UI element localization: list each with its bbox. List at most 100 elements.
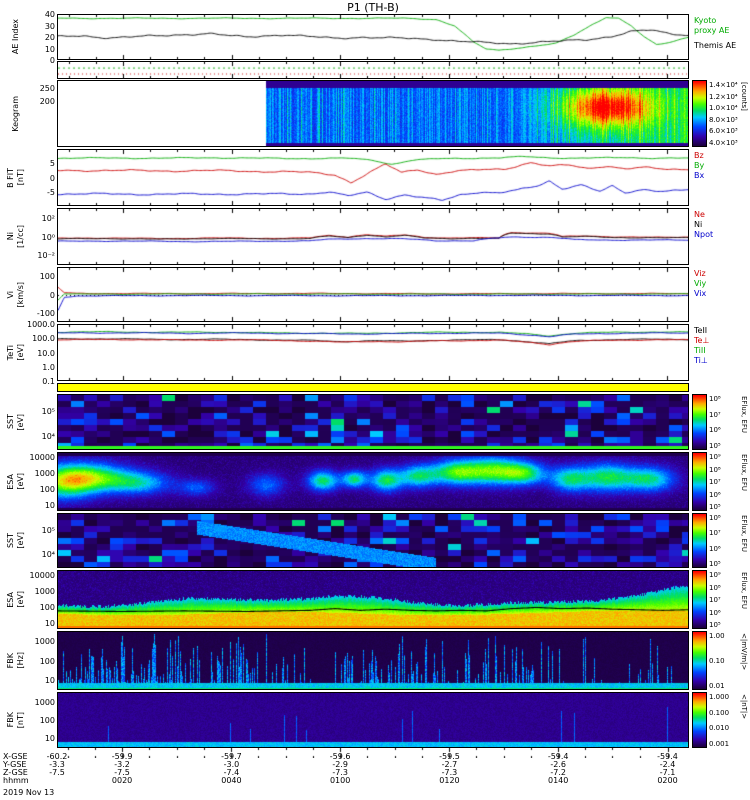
series-label: Ni xyxy=(694,220,703,229)
spectrogram-canvas xyxy=(58,395,688,449)
y-tick-label: 10⁰ xyxy=(41,232,55,242)
series-label: By xyxy=(694,161,705,170)
axis-value: 0140 xyxy=(547,776,569,785)
ylabel-line: AE Index xyxy=(11,19,20,55)
y-tick-label: 30 xyxy=(44,21,55,31)
y-tick-label: 100 xyxy=(39,272,55,282)
colorbar-tick-label: 0.010 xyxy=(709,724,730,733)
colorbar-tick-label: 10⁷ xyxy=(709,596,721,604)
ylabel-line: B FIT xyxy=(6,167,15,188)
spectrogram-canvas xyxy=(58,453,688,510)
colorbar xyxy=(692,80,707,147)
ylabel-line: TeTi xyxy=(6,344,15,361)
right-labels-ae: Kyoto proxy AE Themis AE xyxy=(694,16,749,51)
colorbar-unit-label: EFlux, EFU xyxy=(740,572,748,609)
colorbar xyxy=(692,452,707,511)
panel-ssti xyxy=(57,513,689,568)
axis-value: -59.5 xyxy=(439,752,460,761)
panel-ni xyxy=(57,208,689,265)
y-tick-label: 40 xyxy=(44,10,55,19)
y-tick-label: 250 xyxy=(39,84,55,94)
axis-value: -7.5 xyxy=(114,768,130,777)
series-label: Themis AE xyxy=(694,41,737,50)
colorbar-tick-label: 0.001 xyxy=(709,740,730,748)
series-label: Ne xyxy=(694,210,705,219)
y-tick-label: 100 xyxy=(39,602,55,612)
colorbar-tick-label: 10⁷ xyxy=(709,478,721,486)
colorbar xyxy=(692,394,707,450)
colorbar-tick-label: 10⁸ xyxy=(709,583,721,592)
series-label: Kyoto xyxy=(694,16,717,25)
axis-value: -7.2 xyxy=(550,768,566,777)
colorbar-tick-label: 0.10 xyxy=(709,657,725,665)
y-tick-label: 1000 xyxy=(34,586,55,596)
colorbar-tick-label: 10⁹ xyxy=(709,453,721,461)
colorbar xyxy=(692,570,707,629)
panel-ybar xyxy=(57,383,689,392)
series-label: Ti⊥ xyxy=(694,356,708,365)
colorbar-tick-label: 0.01 xyxy=(709,682,725,690)
panel-roi xyxy=(57,61,689,79)
y-tick-label: 10² xyxy=(41,213,55,223)
colorbar-tick-label: 10⁶ xyxy=(709,426,721,435)
ylabel-line: SST xyxy=(6,532,15,549)
axis-value: 0020 xyxy=(111,776,133,785)
axis-value: -3.2 xyxy=(114,760,130,769)
y-tick-label: 10000 xyxy=(29,452,55,462)
spectrogram-canvas xyxy=(58,571,688,628)
panel-vi xyxy=(57,267,689,322)
ylabel-line: [eV] xyxy=(16,532,25,549)
colorbar-tick-label: 10⁸ xyxy=(709,465,721,474)
line-plot-canvas xyxy=(58,209,688,264)
y-tick-label: 10⁵ xyxy=(41,406,55,416)
series-label: TiII xyxy=(694,346,706,355)
line-plot-canvas xyxy=(58,325,688,380)
axis-row-header: Z-GSE xyxy=(3,768,28,777)
panel-fbke xyxy=(57,631,689,690)
axis-value: -59.7 xyxy=(221,752,242,761)
axis-row-header: X-GSE xyxy=(3,752,28,761)
colorbar-tick-label: 1.0×10⁴ xyxy=(709,104,738,113)
y-tick-label: 10000 xyxy=(29,570,55,580)
series-label: Viz xyxy=(694,269,706,278)
colorbar-unit-label: <|mV/m|> xyxy=(740,633,748,671)
y-tick-label: 10 xyxy=(44,618,55,628)
right-labels-ni: Ne Ni Npot xyxy=(694,210,749,240)
axis-row-header: hhmm xyxy=(3,776,29,785)
panel-keogram xyxy=(57,80,689,147)
axis-value: -59.4 xyxy=(657,752,678,761)
axis-value: -7.3 xyxy=(332,768,348,777)
y-tick-label: 10⁵ xyxy=(41,525,55,535)
panel-teti xyxy=(57,324,689,381)
ylabel-line: ESA xyxy=(6,591,15,608)
colorbar-tick-label: 10⁹ xyxy=(709,571,721,579)
y-tick-label: 0 xyxy=(49,290,55,300)
panel-fbkb xyxy=(57,692,689,748)
series-label: Viy xyxy=(694,279,707,288)
ylabel-line: SST xyxy=(6,414,15,430)
axis-value: 0200 xyxy=(657,776,678,785)
date-label: 2019 Nov 13 xyxy=(3,788,55,797)
axis-value: -7.1 xyxy=(659,768,676,777)
y-tick-label: 1000 xyxy=(34,697,55,707)
y-tick-label: 10 xyxy=(44,44,55,54)
y-tick-label: 1000 xyxy=(34,468,55,478)
y-tick-label: 10 xyxy=(44,500,55,510)
series-label: Bx xyxy=(694,171,705,180)
colorbar xyxy=(692,631,707,690)
line-plot-canvas xyxy=(58,15,688,59)
ylabel-line: Ni xyxy=(6,232,15,241)
colorbar-unit-label: EFlux, EFU xyxy=(740,396,748,433)
y-tick-label: 200 xyxy=(39,97,55,107)
y-tick-label: 10.0 xyxy=(37,348,55,358)
colorbar-tick-label: 1.4×10⁴ xyxy=(709,81,738,89)
axis-value: -7.4 xyxy=(223,768,240,777)
line-plot-canvas xyxy=(58,150,688,205)
panel-sste xyxy=(57,394,689,450)
colorbar-tick-label: 1.000 xyxy=(709,693,730,701)
plot-title: P1 (TH-B) xyxy=(347,1,399,14)
axis-value: 0100 xyxy=(329,776,351,785)
ylabel-line: [eV] xyxy=(16,413,25,431)
y-tick-label: 20 xyxy=(44,33,55,42)
